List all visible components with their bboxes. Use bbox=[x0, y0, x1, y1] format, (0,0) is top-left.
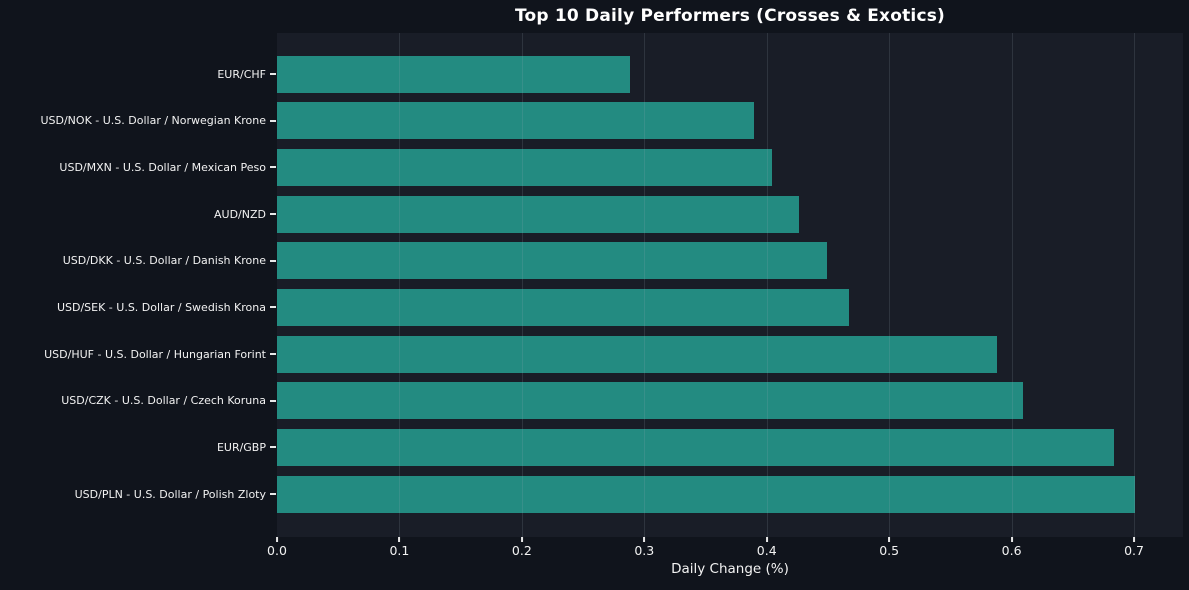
x-tick-0.4: 0.4 bbox=[757, 537, 777, 558]
bar-aud-nzd bbox=[277, 195, 799, 233]
bar-usd-dkk bbox=[277, 242, 827, 280]
x-tick-0.0: 0.0 bbox=[267, 537, 287, 558]
y-tick-mark bbox=[270, 73, 276, 75]
y-tick-row: USD/PLN - U.S. Dollar / Polish Zloty bbox=[0, 484, 276, 504]
y-tick-row: USD/NOK - U.S. Dollar / Norwegian Krone bbox=[0, 111, 276, 131]
bar-eur-chf bbox=[277, 55, 630, 93]
x-tick-mark bbox=[1010, 537, 1013, 542]
x-tick-0.5: 0.5 bbox=[879, 537, 899, 558]
y-tick-mark bbox=[270, 166, 276, 169]
gridline-0.1 bbox=[399, 33, 401, 537]
bar-eur-gbp bbox=[277, 428, 1115, 466]
y-tick-label: EUR/CHF bbox=[217, 67, 266, 81]
x-tick-label: 0.4 bbox=[756, 543, 777, 558]
y-tick-mark bbox=[270, 446, 276, 449]
y-tick-label: AUD/NZD bbox=[214, 207, 266, 221]
x-tick-label: 0.1 bbox=[389, 543, 410, 558]
x-tick-0.3: 0.3 bbox=[634, 537, 654, 558]
x-tick-label: 0.2 bbox=[511, 543, 532, 558]
x-tick-0.2: 0.2 bbox=[512, 537, 532, 558]
y-tick-label: USD/DKK - U.S. Dollar / Danish Krone bbox=[62, 254, 266, 268]
bar-usd-sek bbox=[277, 288, 849, 326]
x-tick-0.6: 0.6 bbox=[1002, 537, 1022, 558]
gridline-0.4 bbox=[766, 33, 768, 537]
bar-usd-pln bbox=[277, 475, 1136, 513]
bar-usd-mxn bbox=[277, 148, 772, 186]
y-tick-mark bbox=[270, 399, 276, 402]
x-tick-mark bbox=[398, 537, 401, 542]
gridline-0.5 bbox=[889, 33, 891, 537]
y-tick-row: USD/DKK - U.S. Dollar / Danish Krone bbox=[0, 251, 276, 271]
x-tick-label: 0.0 bbox=[267, 543, 287, 558]
y-tick-mark bbox=[270, 213, 276, 215]
x-tick-label: 0.6 bbox=[1001, 543, 1022, 558]
y-tick-label: USD/CZK - U.S. Dollar / Czech Koruna bbox=[61, 394, 266, 408]
gridline-0.3 bbox=[644, 33, 646, 537]
y-tick-row: EUR/CHF bbox=[0, 64, 276, 84]
x-tick-mark bbox=[520, 537, 523, 542]
x-axis-label: Daily Change (%) bbox=[671, 561, 789, 577]
x-tick-mark bbox=[888, 537, 891, 542]
y-tick-label: EUR/GBP bbox=[216, 440, 266, 454]
y-tick-label: USD/NOK - U.S. Dollar / Norwegian Krone bbox=[40, 114, 266, 128]
y-tick-mark bbox=[270, 119, 276, 122]
chart-title: Top 10 Daily Performers (Crosses & Exoti… bbox=[514, 6, 946, 26]
y-tick-row: AUD/NZD bbox=[0, 204, 276, 224]
bar-usd-nok bbox=[277, 102, 755, 140]
y-tick-row: USD/SEK - U.S. Dollar / Swedish Krona bbox=[0, 297, 276, 317]
x-axis-ticks: 0.0 0.1 0.2 0.3 0.4 0.5 0.6 0.7 bbox=[267, 537, 1183, 561]
x-tick-label: 0.5 bbox=[879, 543, 900, 558]
x-tick-mark bbox=[643, 537, 646, 542]
y-tick-label: USD/PLN - U.S. Dollar / Polish Zloty bbox=[74, 487, 266, 501]
y-tick-mark bbox=[270, 493, 276, 495]
y-tick-mark bbox=[270, 259, 276, 262]
x-tick-label: 0.7 bbox=[1124, 543, 1144, 558]
y-tick-label: USD/MXN - U.S. Dollar / Mexican Peso bbox=[59, 160, 266, 174]
y-tick-mark bbox=[270, 306, 276, 309]
x-tick-0.1: 0.1 bbox=[389, 537, 409, 558]
bar-usd-czk bbox=[277, 382, 1023, 420]
gridline-0.2 bbox=[521, 33, 523, 537]
y-tick-row: USD/MXN - U.S. Dollar / Mexican Peso bbox=[0, 157, 276, 177]
x-tick-0.7: 0.7 bbox=[1124, 537, 1144, 558]
x-tick-mark bbox=[275, 537, 278, 542]
y-tick-row: USD/HUF - U.S. Dollar / Hungarian Forint bbox=[0, 344, 276, 364]
x-tick-mark bbox=[1133, 537, 1136, 542]
x-tick-label: 0.3 bbox=[634, 543, 655, 558]
x-tick-mark bbox=[765, 537, 768, 542]
y-tick-label: USD/SEK - U.S. Dollar / Swedish Krona bbox=[56, 300, 266, 314]
plot-area bbox=[277, 33, 1183, 537]
y-tick-label: USD/HUF - U.S. Dollar / Hungarian Forint bbox=[44, 347, 266, 361]
bar-usd-huf bbox=[277, 335, 997, 373]
y-axis-labels: EUR/CHF USD/NOK - U.S. Dollar / Norwegian… bbox=[0, 0, 277, 590]
y-tick-row: EUR/GBP bbox=[0, 437, 276, 457]
y-tick-mark bbox=[270, 353, 276, 355]
gridline-0.7 bbox=[1134, 33, 1136, 537]
y-tick-row: USD/CZK - U.S. Dollar / Czech Koruna bbox=[0, 391, 276, 411]
gridline-0.6 bbox=[1011, 33, 1013, 537]
